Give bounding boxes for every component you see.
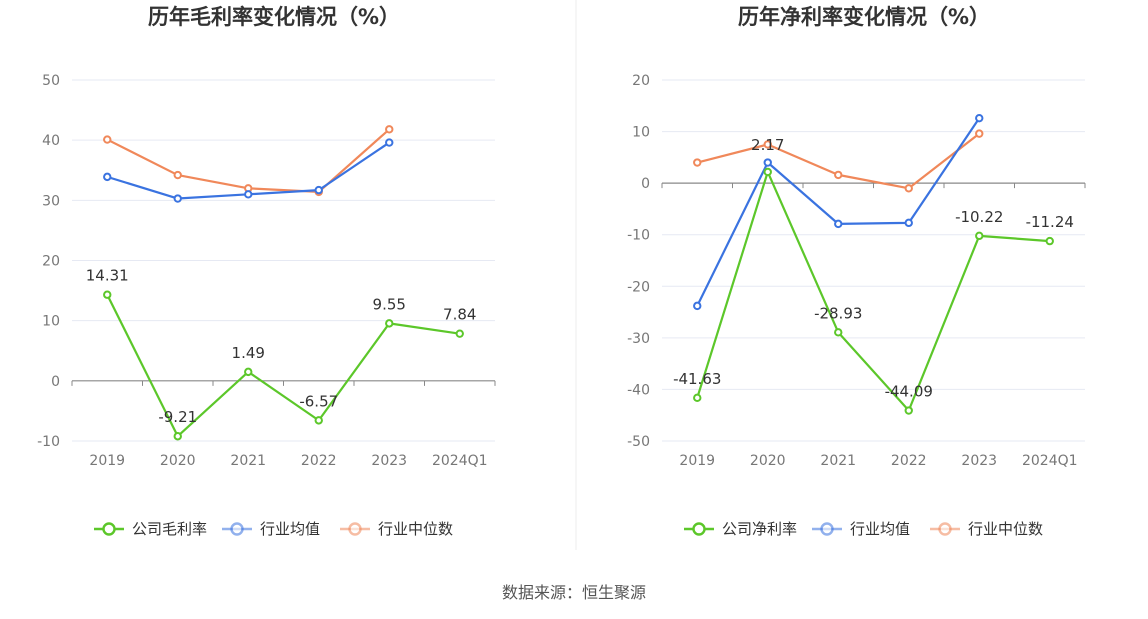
data-point-company — [904, 406, 913, 415]
x-tick-label: 2020 — [160, 453, 196, 469]
data-point-company — [1045, 236, 1054, 246]
data-point-median — [693, 158, 702, 167]
data-point-company — [314, 416, 323, 425]
x-tick-label: 2022 — [301, 453, 337, 469]
legend-label: 行业中位数 — [378, 520, 453, 538]
data-label: -9.21 — [158, 408, 197, 426]
series-line-company — [106, 294, 460, 438]
x-tick-label: 2022 — [891, 453, 927, 469]
series-line-avg — [696, 117, 981, 307]
data-point-median — [975, 129, 984, 138]
x-tick-label: 2020 — [750, 453, 786, 469]
y-tick-label: 50 — [42, 73, 60, 89]
data-point-avg — [904, 218, 913, 228]
data-label: 1.49 — [232, 344, 265, 362]
data-point-avg — [244, 190, 253, 199]
y-tick-label: 10 — [42, 314, 60, 330]
data-point-avg — [103, 172, 112, 182]
x-tick-label: 2024Q1 — [432, 453, 488, 469]
data-point-company — [975, 231, 984, 241]
legend-label: 公司毛利率 — [132, 520, 207, 538]
data-label: -10.22 — [955, 208, 1003, 226]
data-point-company — [455, 329, 464, 338]
y-tick-label: -10 — [627, 228, 650, 244]
data-point-avg — [834, 219, 843, 229]
data-point-median — [834, 170, 843, 180]
x-tick-label: 2021 — [230, 453, 266, 469]
data-point-median — [385, 125, 394, 134]
data-point-median — [103, 135, 112, 144]
x-tick-label: 2021 — [820, 453, 856, 469]
data-point-avg — [975, 113, 984, 123]
data-label: -28.93 — [814, 304, 862, 322]
legend-marker — [938, 522, 952, 536]
chart-title: 历年毛利率变化情况（%） — [148, 5, 400, 29]
data-point-company — [385, 319, 394, 328]
y-tick-label: 10 — [632, 125, 650, 141]
data-label: 14.31 — [86, 267, 129, 285]
data-point-avg — [173, 194, 182, 203]
data-point-median — [904, 184, 913, 193]
legend-marker — [102, 522, 116, 536]
chart-title: 历年净利率变化情况（%） — [738, 5, 990, 29]
series-line-company — [696, 170, 1050, 412]
gross-margin-chart: 历年毛利率变化情况（%） -10 0 10 20 30 40 50 2019 2020 2021 20… — [37, 5, 496, 538]
y-tick-label: 0 — [641, 176, 650, 192]
legend-marker — [348, 522, 362, 536]
y-tick-label: 40 — [42, 133, 60, 149]
data-source: 数据来源：恒生聚源 — [502, 583, 646, 602]
x-tick-label: 2024Q1 — [1022, 453, 1078, 469]
series-line-median — [106, 128, 390, 194]
net-margin-chart: 历年净利率变化情况（%） -50 -40 -30 -20 -10 0 10 20 2019 2020… — [627, 5, 1086, 538]
legend-marker — [230, 522, 244, 536]
legend-label: 公司净利率 — [722, 520, 797, 538]
y-tick-label: -10 — [37, 434, 60, 450]
x-tick-label: 2023 — [371, 453, 407, 469]
data-point-company — [173, 432, 182, 441]
y-tick-label: 30 — [42, 193, 60, 209]
y-tick-label: -30 — [627, 331, 650, 347]
x-tick-label: 2023 — [961, 453, 997, 469]
data-point-company — [693, 393, 702, 403]
y-tick-label: 20 — [42, 254, 60, 270]
data-point-company — [834, 328, 843, 337]
legend-label: 行业均值 — [260, 520, 320, 538]
data-point-avg — [314, 185, 323, 195]
data-label: -11.24 — [1026, 213, 1074, 231]
x-tick-label: 2019 — [89, 453, 125, 469]
legend-label: 行业中位数 — [968, 520, 1043, 538]
y-tick-label: 0 — [51, 374, 60, 390]
data-point-company — [244, 367, 253, 377]
y-tick-label: -40 — [627, 382, 650, 398]
legend-label: 行业均值 — [850, 520, 910, 538]
legend-marker — [820, 522, 834, 536]
y-tick-label: 20 — [632, 73, 650, 89]
data-point-avg — [763, 158, 772, 167]
y-tick-label: -20 — [627, 279, 650, 295]
data-point-company — [103, 290, 112, 299]
y-tick-label: -50 — [627, 434, 650, 450]
data-label: -6.57 — [299, 392, 338, 410]
legend-marker — [692, 522, 706, 536]
data-point-avg — [385, 138, 394, 147]
data-label: 7.84 — [443, 306, 476, 324]
data-label: -41.63 — [673, 370, 721, 388]
data-point-avg — [693, 301, 702, 311]
data-point-median — [173, 170, 182, 180]
x-tick-label: 2019 — [679, 453, 715, 469]
data-point-company — [763, 167, 772, 177]
data-label: 2.17 — [751, 136, 784, 154]
data-label: 9.55 — [373, 295, 406, 313]
data-label: -44.09 — [885, 383, 933, 401]
data-point-median — [763, 140, 772, 149]
